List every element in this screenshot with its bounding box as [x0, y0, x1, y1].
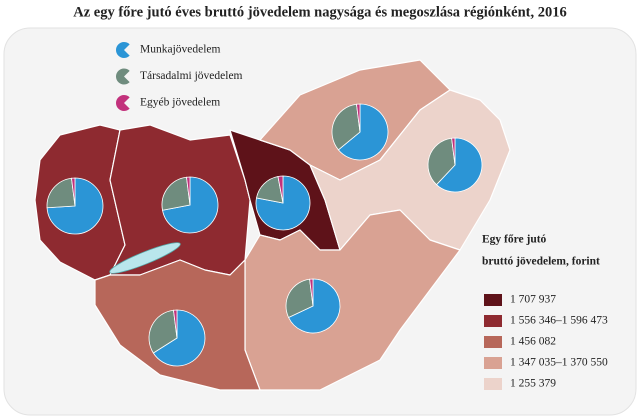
legend-swatch	[116, 68, 130, 85]
lake	[109, 242, 181, 274]
legend-title: bruttó jövedelem, forint	[482, 256, 600, 268]
legend-label: 1 255 379	[510, 378, 556, 390]
pies	[46, 103, 483, 367]
pie-slice	[161, 176, 191, 211]
legend-label: 1 707 937	[510, 294, 556, 306]
pie-slice	[46, 177, 76, 209]
legend-swatch	[484, 315, 502, 327]
legend-label: Társadalmi jövedelem	[140, 70, 243, 82]
pie-slice	[173, 309, 178, 339]
pie-slice	[427, 137, 456, 186]
pie-slice	[337, 103, 389, 161]
pie-legend: Munkajövedelem Társadalmi jövedelem Egyéb …	[116, 42, 243, 111]
legend-swatch	[484, 378, 502, 390]
map-title: Az egy főre jutó éves bruttó jövedelem n…	[73, 4, 566, 20]
pie-slice	[356, 103, 361, 133]
pie-slice	[331, 103, 361, 151]
class-legend: Egy főre jutó bruttó jövedelem, forint 1…	[482, 234, 608, 390]
pie-slice	[277, 175, 284, 204]
pie-slice	[71, 177, 76, 207]
legend-label: Munkajövedelem	[140, 44, 221, 56]
pie-slice	[186, 176, 191, 206]
legend-swatch	[484, 357, 502, 369]
pie-slice	[148, 309, 178, 354]
pie-slice	[285, 278, 314, 319]
legend-swatch	[116, 94, 130, 111]
legend-label: 1 456 082	[510, 336, 556, 348]
legend-label: Egyéb jövedelem	[140, 97, 220, 109]
legend-swatch	[484, 294, 502, 306]
legend-swatch	[116, 42, 130, 58]
legend-label: 1 556 346–1 596 473	[510, 315, 608, 327]
legend-label: 1 347 035–1 370 550	[510, 357, 608, 369]
pie-slice	[435, 137, 483, 193]
legend-swatch	[484, 336, 502, 348]
pie-slice	[451, 137, 456, 166]
pie-slice	[309, 278, 314, 307]
pie-slice	[152, 309, 206, 367]
pie-slice	[288, 278, 341, 334]
legend-title: Egy főre jutó	[482, 234, 547, 246]
region	[244, 209, 461, 391]
